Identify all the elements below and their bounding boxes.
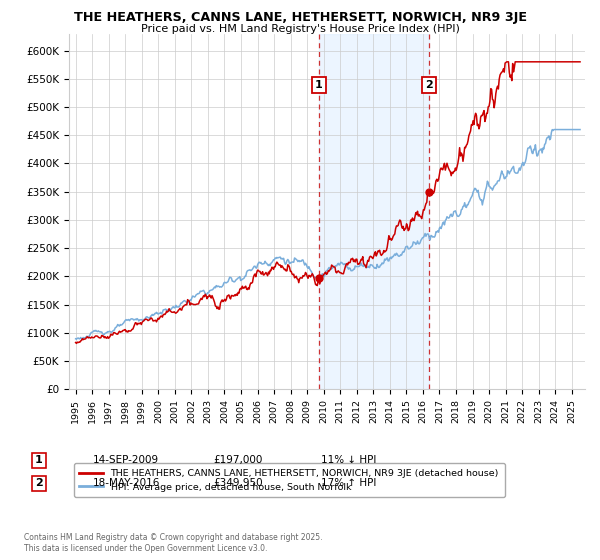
Text: £197,000: £197,000: [213, 455, 262, 465]
Text: 2: 2: [425, 80, 433, 90]
Text: 1: 1: [315, 80, 323, 90]
Text: 11% ↓ HPI: 11% ↓ HPI: [321, 455, 376, 465]
Text: Price paid vs. HM Land Registry's House Price Index (HPI): Price paid vs. HM Land Registry's House …: [140, 24, 460, 34]
Text: 17% ↑ HPI: 17% ↑ HPI: [321, 478, 376, 488]
Legend: THE HEATHERS, CANNS LANE, HETHERSETT, NORWICH, NR9 3JE (detached house), HPI: Av: THE HEATHERS, CANNS LANE, HETHERSETT, NO…: [74, 463, 505, 497]
Text: £349,950: £349,950: [213, 478, 263, 488]
Bar: [319, 34, 429, 389]
Text: 18-MAY-2016: 18-MAY-2016: [93, 478, 160, 488]
Text: 1: 1: [35, 455, 43, 465]
Text: THE HEATHERS, CANNS LANE, HETHERSETT, NORWICH, NR9 3JE: THE HEATHERS, CANNS LANE, HETHERSETT, NO…: [74, 11, 527, 24]
Text: 14-SEP-2009: 14-SEP-2009: [93, 455, 159, 465]
Text: Contains HM Land Registry data © Crown copyright and database right 2025.
This d: Contains HM Land Registry data © Crown c…: [24, 533, 323, 553]
Text: 2: 2: [35, 478, 43, 488]
